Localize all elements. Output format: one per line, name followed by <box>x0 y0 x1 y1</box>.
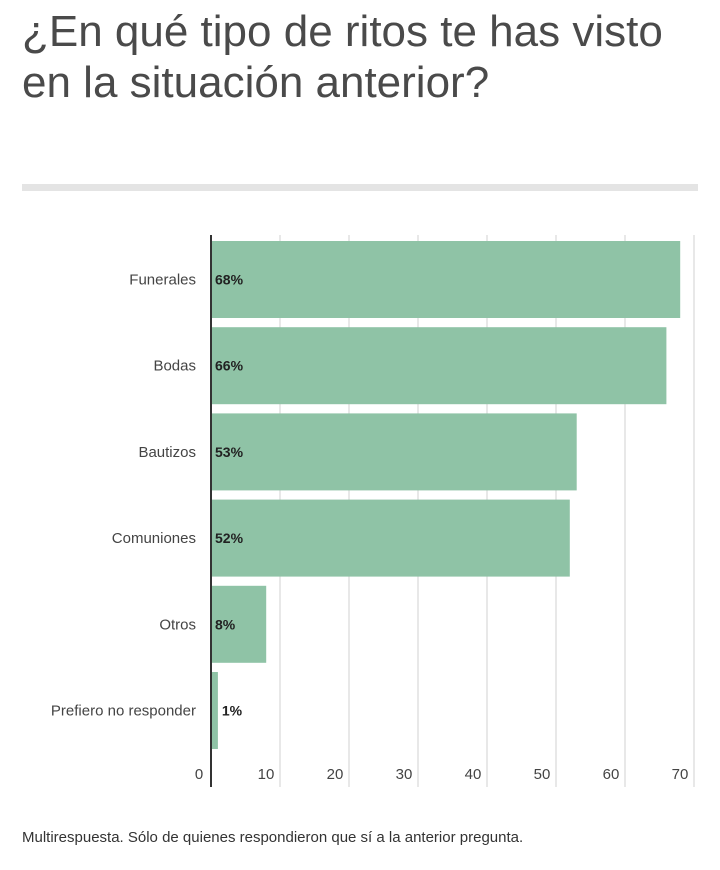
x-tick-label: 0 <box>195 766 203 783</box>
category-label: Comuniones <box>112 530 196 547</box>
data-label: 53% <box>215 444 244 460</box>
chart-title: ¿En qué tipo de ritos te has visto en la… <box>22 7 663 107</box>
bar-prefiero-no-responder <box>211 672 218 749</box>
bar-comuniones <box>211 499 570 577</box>
category-label: Prefiero no responder <box>51 703 196 720</box>
x-tick-label: 50 <box>534 766 551 783</box>
x-tick-label: 40 <box>465 766 482 783</box>
bar-otros <box>211 585 267 663</box>
data-label: 1% <box>222 703 243 719</box>
x-tick-label: 60 <box>603 766 620 783</box>
data-label: 52% <box>215 530 244 546</box>
title-divider <box>22 184 698 191</box>
bar-chart: Funerales 68% Bodas 66% Bautizos 53% Comunione… <box>51 235 695 787</box>
x-tick-label: 30 <box>396 766 413 783</box>
bar-bodas <box>211 327 667 405</box>
x-tick-label: 20 <box>327 766 344 783</box>
bar-funerales <box>211 241 681 318</box>
data-label: 8% <box>215 616 236 632</box>
data-label: 66% <box>215 358 244 374</box>
x-tick-label: 10 <box>258 766 275 783</box>
data-label: 68% <box>215 272 244 288</box>
bar-bautizos <box>211 413 577 491</box>
category-label: Bautizos <box>138 444 196 461</box>
category-label: Otros <box>159 616 196 633</box>
x-tick-label: 70 <box>672 766 689 783</box>
chart-footnote: Multirespuesta. Sólo de quienes respondi… <box>22 829 524 846</box>
category-label: Funerales <box>129 272 196 289</box>
category-label: Bodas <box>153 358 196 375</box>
